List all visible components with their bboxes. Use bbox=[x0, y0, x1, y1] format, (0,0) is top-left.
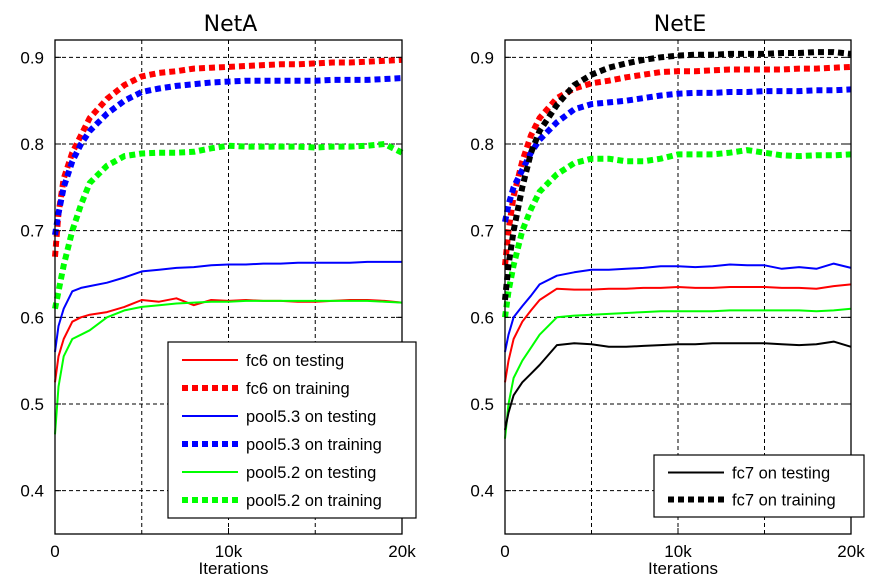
y-tick-label: 0.7 bbox=[470, 222, 494, 241]
chart-nete: NetE 0.4 0.5 0.6 0.7 0.8 0.9 0 10k 20k Iterations f… bbox=[470, 12, 865, 578]
legend-box bbox=[653, 454, 865, 518]
series-line-pool5-2-on-testing bbox=[54, 299, 403, 435]
y-tick-label: 0.9 bbox=[20, 48, 44, 67]
legend-label: fc6 on testing bbox=[246, 352, 344, 370]
legend-label: fc7 on testing bbox=[732, 465, 830, 483]
series-line-pool5-2-on-training bbox=[52, 141, 404, 310]
series-line-red-training bbox=[502, 63, 852, 266]
x-axis-label: Iterations bbox=[648, 559, 718, 578]
series-line-green-testing bbox=[504, 307, 852, 439]
series-line-fc6-on-training bbox=[52, 56, 403, 257]
y-tick-label: 0.6 bbox=[470, 308, 494, 327]
legend: fc6 on testing fc6 on training pool5.3 on … bbox=[167, 341, 417, 519]
x-tick-label: 0 bbox=[500, 542, 509, 561]
series-line-fc7-on-training bbox=[502, 49, 852, 301]
chart-title: NetA bbox=[204, 12, 258, 37]
y-tick-label: 0.7 bbox=[20, 222, 44, 241]
series-line-green-training bbox=[502, 147, 852, 318]
legend-label: pool5.3 on testing bbox=[246, 408, 376, 426]
legend-label: fc6 on training bbox=[246, 380, 350, 398]
series-line-fc7-on-testing bbox=[504, 340, 852, 431]
series-line-pool5-3-on-training bbox=[52, 75, 403, 236]
x-tick-label: 0 bbox=[50, 542, 59, 561]
chart-title: NetE bbox=[654, 12, 707, 37]
x-tick-label: 20k bbox=[388, 542, 416, 561]
legend-label: fc7 on training bbox=[732, 492, 836, 510]
y-tick-label: 0.6 bbox=[20, 308, 44, 327]
legend-label: pool5.3 on training bbox=[246, 436, 382, 454]
legend-label: pool5.2 on testing bbox=[246, 464, 376, 482]
legend-box bbox=[167, 341, 417, 519]
legend-label: pool5.2 on training bbox=[246, 492, 382, 510]
chart-neta: NetA 0.4 0.5 0.6 0.7 0.8 0.9 0 10k 20k Iterations f… bbox=[20, 12, 417, 578]
y-tick-label: 0.4 bbox=[470, 482, 494, 501]
y-tick-label: 0.8 bbox=[20, 135, 44, 154]
x-tick-label: 10k bbox=[664, 542, 692, 561]
x-tick-label: 20k bbox=[837, 542, 865, 561]
y-tick-label: 0.8 bbox=[470, 135, 494, 154]
legend: fc7 on testing fc7 on training bbox=[653, 454, 865, 518]
series-line-blue-training bbox=[502, 86, 852, 223]
x-axis-label: Iterations bbox=[199, 559, 269, 578]
y-tick-label: 0.4 bbox=[20, 482, 44, 501]
y-tick-label: 0.5 bbox=[20, 395, 44, 414]
x-tick-label: 10k bbox=[215, 542, 243, 561]
series-line-pool5-3-on-testing bbox=[54, 260, 402, 353]
series-group bbox=[502, 49, 852, 439]
series-line-red-testing bbox=[504, 283, 852, 383]
series-line-blue-testing bbox=[504, 262, 852, 353]
series-group bbox=[52, 56, 404, 435]
y-tick-label: 0.9 bbox=[470, 48, 494, 67]
y-tick-label: 0.5 bbox=[470, 395, 494, 414]
